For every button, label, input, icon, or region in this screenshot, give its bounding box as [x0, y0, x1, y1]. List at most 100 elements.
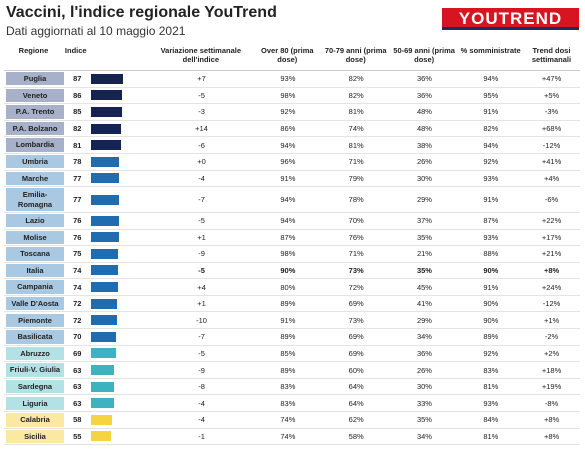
table-cell: 90%	[483, 315, 499, 325]
table-row: Molise 76 +1 87% 76% 35% 93% +17%	[4, 230, 580, 247]
region-label: Sardegna	[6, 379, 64, 394]
bar-cell	[90, 194, 150, 205]
table-cell: 41%	[416, 299, 432, 309]
region-label: Umbria	[6, 155, 64, 169]
index-bar	[90, 73, 123, 84]
table-row: Toscana 75 -9 98% 71% 21% 88% +21%	[4, 246, 580, 263]
table-cell: 64%	[348, 398, 364, 408]
bar-cell	[90, 348, 150, 359]
table-cell: 98%	[280, 249, 296, 259]
bar-cell	[90, 140, 150, 151]
index-value: 77	[73, 173, 82, 183]
index-bar	[90, 398, 114, 409]
table-cell: +1	[197, 299, 206, 309]
region-label: Abruzzo	[6, 346, 64, 361]
index-value: 74	[73, 265, 82, 275]
table-cell: 74%	[348, 124, 364, 134]
table-cell: +22%	[541, 216, 562, 226]
index-value: 76	[73, 216, 82, 226]
table-row: Puglia 87 +7 93% 82% 36% 94% +47%	[4, 71, 580, 88]
table-cell: 34%	[416, 332, 432, 342]
table-cell: -12%	[542, 299, 561, 309]
subtitle: Dati aggiornati al 10 maggio 2021	[6, 24, 186, 38]
column-header: 50-69 anni (prima dose)	[393, 46, 455, 64]
table-row: Calabria 58 -4 74% 62% 35% 84% +8%	[4, 412, 580, 429]
table-row: Italia 74 -5 90% 73% 35% 90% +8%	[4, 263, 580, 280]
region-label: P.A. Bolzano	[6, 121, 64, 136]
table-cell: -9	[198, 365, 205, 375]
table-cell: 80%	[280, 282, 296, 292]
table-cell: 35%	[416, 415, 432, 425]
bar-cell	[90, 232, 150, 243]
index-bar	[90, 431, 111, 442]
table-row: Sicilia 55 -1 74% 58% 34% 81% +8%	[4, 429, 580, 446]
bar-cell	[90, 265, 150, 276]
table-row: P.A. Trento 85 -3 92% 81% 48% 91% -3%	[4, 104, 580, 121]
index-value: 87	[73, 74, 82, 84]
table-cell: 82%	[483, 124, 499, 134]
table-cell: 93%	[280, 74, 296, 84]
table-cell: +1	[197, 232, 206, 242]
bar-cell	[90, 331, 150, 342]
table-row: Lazio 76 -5 94% 70% 37% 87% +22%	[4, 213, 580, 230]
index-value: 81	[73, 140, 82, 150]
table-cell: 89%	[483, 332, 499, 342]
index-bar	[90, 248, 119, 259]
region-label: Marche	[6, 171, 64, 186]
region-label: Friuli-V. Giulia	[6, 363, 64, 377]
region-cell: P.A. Bolzano	[4, 121, 64, 136]
table-cell: 30%	[416, 173, 432, 183]
table-cell: 73%	[348, 265, 364, 275]
index-bar	[90, 265, 118, 276]
table-cell: 81%	[348, 140, 364, 150]
region-label: Lombardia	[6, 138, 64, 152]
table-cell: 62%	[348, 415, 364, 425]
table-cell: 35%	[416, 265, 432, 275]
table-row: Campania 74 +4 80% 72% 45% 91% +24%	[4, 279, 580, 296]
index-bar	[90, 298, 118, 309]
table-cell: 98%	[280, 90, 296, 100]
table-cell: +17%	[541, 232, 562, 242]
table-cell: 83%	[280, 382, 296, 392]
column-header: Indice	[64, 46, 87, 55]
region-cell: Lombardia	[4, 137, 64, 152]
index-bar	[90, 365, 114, 376]
index-value: 63	[73, 382, 82, 392]
table-cell: 94%	[483, 74, 499, 84]
index-bar	[90, 106, 122, 117]
table-cell: -12%	[542, 140, 561, 150]
table-cell: +1%	[543, 315, 560, 325]
table-cell: -5	[198, 265, 205, 275]
region-label: Campania	[6, 280, 64, 294]
bar-cell	[90, 414, 150, 425]
title: Vaccini, l'indice regionale YouTrend	[6, 4, 277, 21]
index-value: 77	[73, 195, 82, 205]
table-cell: 94%	[483, 140, 499, 150]
table-cell: 90%	[483, 299, 499, 309]
table-cell: 78%	[348, 195, 364, 205]
table-cell: -8	[198, 382, 205, 392]
table-row: Abruzzo 69 -5 85% 69% 36% 92% +2%	[4, 346, 580, 363]
bar-cell	[90, 248, 150, 259]
table-cell: -9	[198, 249, 205, 259]
table-cell: 89%	[280, 299, 296, 309]
region-cell: Piemonte	[4, 313, 64, 328]
column-header: Variazione settimanale dell'indice	[160, 46, 242, 64]
table: Regione Indice Variazione settimanale dell…	[4, 46, 580, 446]
region-cell: Calabria	[4, 412, 64, 427]
table-cell: 33%	[416, 398, 432, 408]
table-cell: -5	[198, 216, 205, 226]
table-row: Umbria 78 +0 96% 71% 26% 92% +41%	[4, 154, 580, 171]
table-cell: +47%	[541, 74, 562, 84]
table-cell: 91%	[280, 173, 296, 183]
table-cell: -4	[198, 173, 205, 183]
table-cell: 90%	[280, 265, 296, 275]
index-value: 78	[73, 157, 82, 167]
region-cell: Marche	[4, 171, 64, 186]
table-cell: 73%	[348, 315, 364, 325]
region-cell: Veneto	[4, 88, 64, 103]
table-cell: 85%	[280, 348, 296, 358]
table-cell: 74%	[280, 431, 296, 441]
region-label: P.A. Trento	[6, 105, 64, 119]
